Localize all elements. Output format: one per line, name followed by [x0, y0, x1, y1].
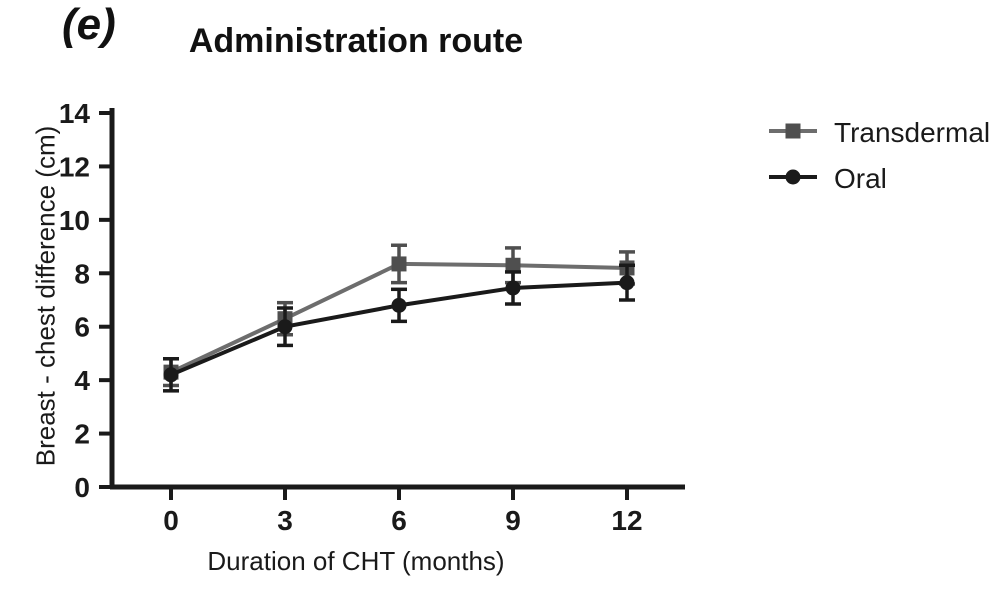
- data-point-oral: [391, 297, 407, 313]
- legend-item-transdermal: Transdermal: [768, 110, 990, 156]
- x-tick-label: 12: [611, 505, 642, 536]
- legend-square-marker-icon: [768, 116, 818, 151]
- data-point-oral: [277, 319, 293, 335]
- data-point-transdermal: [391, 256, 407, 272]
- legend-label-oral: Oral: [834, 163, 887, 194]
- y-tick-label: 8: [74, 258, 90, 289]
- y-tick-label: 14: [59, 98, 91, 129]
- y-axis-label: Breast - chest difference (cm): [30, 125, 61, 467]
- y-tick-label: 6: [74, 312, 90, 343]
- data-point-oral: [163, 367, 179, 383]
- x-tick-label: 6: [391, 505, 407, 536]
- data-point-oral: [505, 280, 521, 296]
- x-axis-label: Duration of CHT (months): [207, 546, 505, 576]
- legend-item-oral: Oral: [768, 156, 990, 202]
- y-tick-label: 10: [59, 205, 90, 236]
- legend-circle-marker-icon: [768, 162, 818, 197]
- data-point-transdermal: [505, 257, 521, 273]
- x-tick-label: 3: [277, 505, 293, 536]
- y-tick-label: 12: [59, 151, 90, 182]
- data-point-oral: [619, 275, 635, 291]
- panel-label: (e): [62, 0, 116, 49]
- x-tick-label: 0: [163, 505, 179, 536]
- chart-title: Administration route: [188, 22, 524, 60]
- y-tick-label: 4: [74, 365, 90, 396]
- legend: Transdermal Oral: [768, 110, 990, 202]
- x-tick-label: 9: [505, 505, 521, 536]
- y-tick-label: 0: [74, 472, 90, 503]
- y-tick-label: 2: [74, 419, 90, 450]
- legend-label-transdermal: Transdermal: [834, 117, 991, 148]
